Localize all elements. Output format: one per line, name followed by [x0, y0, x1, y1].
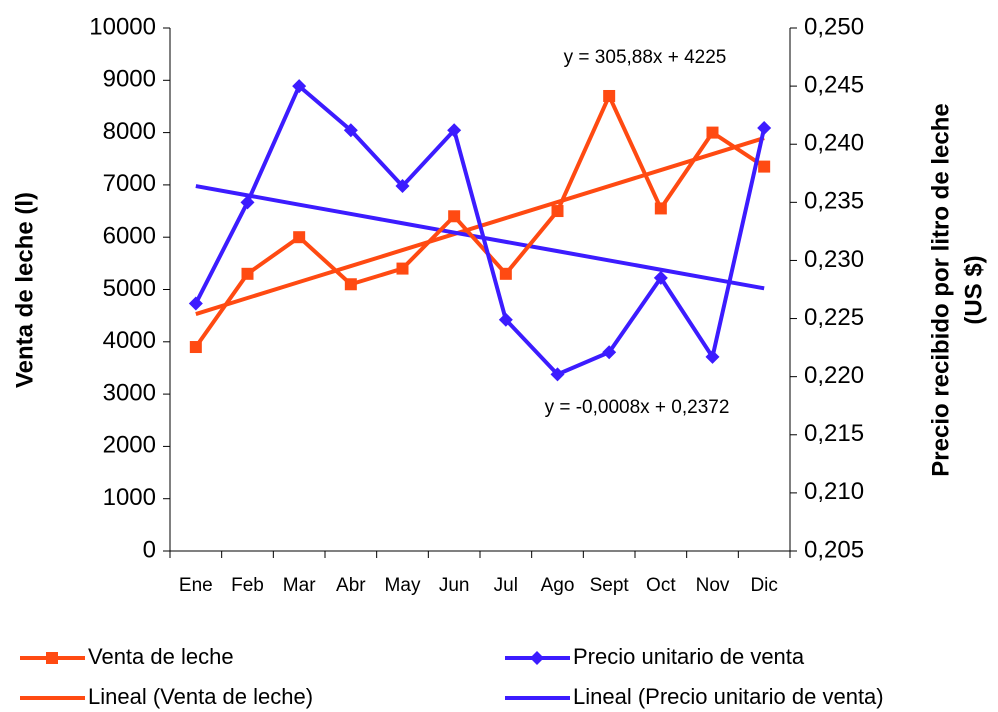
data-point	[396, 262, 409, 275]
x-tick-label: Sept	[590, 575, 630, 596]
data-point	[654, 202, 667, 215]
y2-tick-label: 0,235	[804, 188, 864, 215]
y2-tick-label: 0,205	[804, 536, 864, 563]
legend-label: Venta de leche	[88, 644, 234, 669]
data-point	[447, 123, 462, 138]
y-axis-title: Venta de leche (l)	[11, 192, 38, 388]
legend-marker	[530, 651, 544, 665]
legend-label: Lineal (Venta de leche)	[88, 684, 313, 709]
y2-axis-title: (US $)	[960, 255, 987, 324]
data-point	[448, 210, 461, 223]
data-point	[757, 120, 772, 135]
x-tick-label: Jul	[494, 575, 518, 596]
x-tick-label: May	[385, 575, 421, 596]
data-point	[603, 89, 616, 102]
x-tick-label: Dic	[750, 575, 777, 596]
x-tick-label: Nov	[696, 575, 730, 596]
legend-marker	[46, 652, 58, 664]
data-point	[292, 79, 307, 94]
data-point	[551, 205, 564, 218]
x-tick-label: Ene	[179, 575, 213, 596]
y2-tick-label: 0,220	[804, 362, 864, 389]
y2-tick-label: 0,230	[804, 246, 864, 273]
legend-label: Precio unitario de venta	[573, 644, 805, 669]
legend-label: Lineal (Precio unitario de venta)	[573, 684, 884, 709]
y-tick-label: 4000	[103, 327, 156, 354]
trend-equation: y = -0,0008x + 0,2372	[545, 397, 730, 418]
data-point	[343, 123, 358, 138]
trend-equation: y = 305,88x + 4225	[564, 47, 727, 68]
y2-tick-label: 0,245	[804, 71, 864, 98]
data-line	[194, 82, 767, 377]
data-point	[240, 195, 255, 210]
data-point	[758, 160, 771, 173]
y-tick-label: 7000	[103, 170, 156, 197]
y-tick-label: 2000	[103, 432, 156, 459]
y2-tick-label: 0,240	[804, 130, 864, 157]
y-tick-label: 0	[143, 536, 156, 563]
y2-tick-label: 0,210	[804, 478, 864, 505]
data-point	[602, 345, 617, 360]
data-point	[241, 267, 254, 280]
data-point	[395, 179, 410, 194]
data-point	[344, 278, 357, 291]
y-tick-label: 3000	[103, 379, 156, 406]
y-tick-label: 10000	[89, 13, 156, 40]
data-point	[189, 341, 202, 354]
y-tick-label: 6000	[103, 223, 156, 250]
x-tick-label: Oct	[646, 575, 676, 596]
data-point	[705, 349, 720, 364]
data-point	[293, 231, 306, 244]
y2-axis-title: Precio recibido por litro de leche	[927, 103, 954, 476]
data-point	[188, 296, 203, 311]
y2-tick-label: 0,250	[804, 13, 864, 40]
y2-tick-label: 0,225	[804, 304, 864, 331]
data-line	[194, 91, 766, 349]
x-tick-label: Abr	[336, 575, 366, 596]
data-point	[653, 270, 668, 285]
x-tick-label: Jun	[439, 575, 470, 596]
data-point	[550, 367, 565, 382]
y-tick-label: 9000	[103, 66, 156, 93]
data-point	[499, 267, 512, 280]
x-tick-label: Mar	[283, 575, 316, 596]
y-tick-label: 8000	[103, 118, 156, 145]
data-line	[195, 184, 765, 291]
y-tick-label: 1000	[103, 484, 156, 511]
data-point	[706, 126, 719, 139]
x-tick-label: Feb	[231, 575, 264, 596]
x-tick-label: Ago	[541, 575, 575, 596]
y2-tick-label: 0,215	[804, 420, 864, 447]
data-point	[498, 312, 513, 327]
y-tick-label: 5000	[103, 275, 156, 302]
